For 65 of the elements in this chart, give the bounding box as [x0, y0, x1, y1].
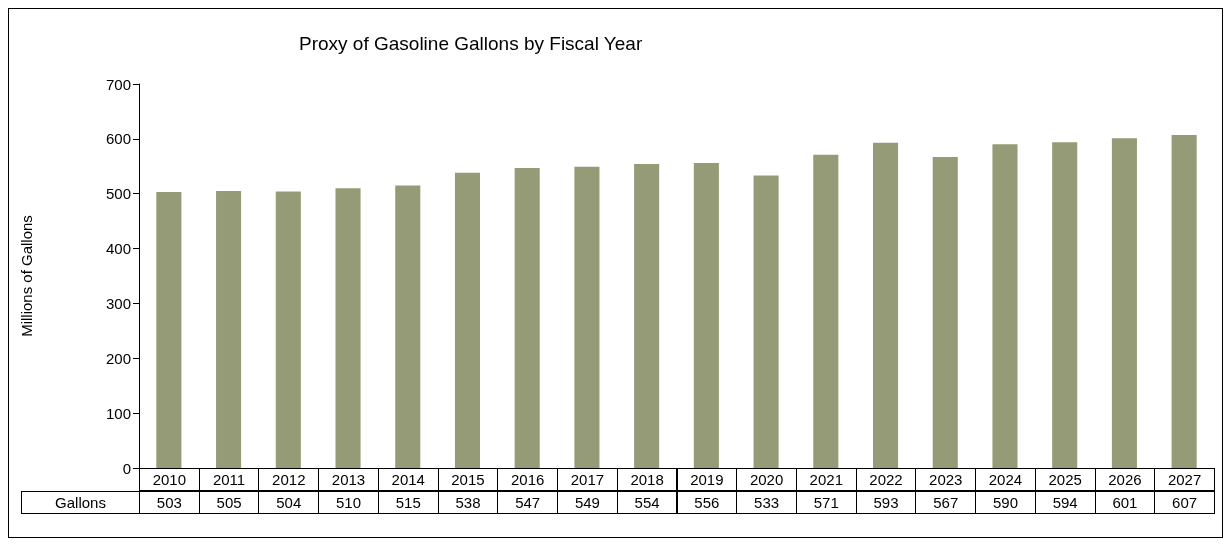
bar — [932, 156, 958, 468]
bar — [395, 185, 421, 468]
bar — [1111, 138, 1137, 468]
data-label: 554 — [616, 491, 678, 514]
x-tick-label: 2010 — [139, 468, 200, 491]
bar — [634, 164, 660, 468]
x-tick-label: 2024 — [975, 468, 1036, 491]
bar — [454, 172, 481, 468]
x-tick-label: 2019 — [676, 468, 738, 491]
x-tick-label: 2016 — [497, 468, 559, 491]
bar — [813, 154, 839, 468]
data-label: 601 — [1094, 491, 1156, 514]
chart-title: Proxy of Gasoline Gallons by Fiscal Year — [299, 33, 643, 54]
y-tick-label: 0 — [122, 459, 131, 477]
data-label: 505 — [198, 491, 260, 514]
data-label: 607 — [1154, 491, 1215, 514]
x-tick-label: 2015 — [437, 468, 499, 491]
x-tick-label: 2018 — [616, 468, 678, 491]
bar — [992, 144, 1018, 468]
text: Gallons — [21, 491, 140, 514]
bar — [574, 166, 600, 468]
x-tick-label: 2022 — [855, 468, 917, 491]
x-tick-label: 2025 — [1034, 468, 1096, 491]
bar — [1171, 135, 1197, 468]
data-label: 504 — [258, 491, 320, 514]
data-label: 538 — [437, 491, 499, 514]
bar — [872, 142, 899, 468]
bar — [693, 162, 719, 468]
x-tick-label: 2021 — [795, 468, 857, 491]
data-label: 515 — [377, 491, 439, 514]
y-tick-label: 200 — [105, 349, 131, 367]
y-tick-label: 500 — [105, 185, 131, 203]
data-label: 593 — [855, 491, 917, 514]
y-tick-label: 600 — [105, 130, 131, 148]
x-tick-label: 2014 — [377, 468, 439, 491]
data-label: 556 — [676, 491, 738, 514]
x-tick-label: 2011 — [198, 468, 260, 491]
data-label: 571 — [795, 491, 857, 514]
x-tick-label: 2023 — [915, 468, 977, 491]
bar — [156, 192, 182, 468]
x-tick-label: 2012 — [258, 468, 320, 491]
data-label: 533 — [736, 491, 797, 514]
data-label: 503 — [139, 491, 200, 514]
bar — [514, 167, 540, 468]
bar — [753, 175, 779, 468]
x-tick-label: 2020 — [736, 468, 797, 491]
x-tick-label: 2027 — [1154, 468, 1215, 491]
bar — [335, 188, 361, 468]
x-tick-label: 2026 — [1094, 468, 1156, 491]
y-axis-title: Millions of Gallons — [18, 215, 35, 337]
data-label: 594 — [1034, 491, 1096, 514]
y-tick-label: 700 — [105, 75, 131, 93]
y-tick-label: 300 — [105, 294, 131, 312]
bar — [216, 190, 242, 468]
data-label: 547 — [497, 491, 559, 514]
bar — [1052, 142, 1078, 468]
x-tick-label: 2013 — [318, 468, 379, 491]
x-tick-label: 2017 — [557, 468, 618, 491]
data-label: 549 — [557, 491, 618, 514]
data-label: 567 — [915, 491, 977, 514]
bar — [275, 191, 301, 468]
y-tick-label: 100 — [105, 404, 131, 422]
y-tick-label: 400 — [105, 240, 131, 258]
data-label: 510 — [318, 491, 379, 514]
data-label: 590 — [975, 491, 1036, 514]
